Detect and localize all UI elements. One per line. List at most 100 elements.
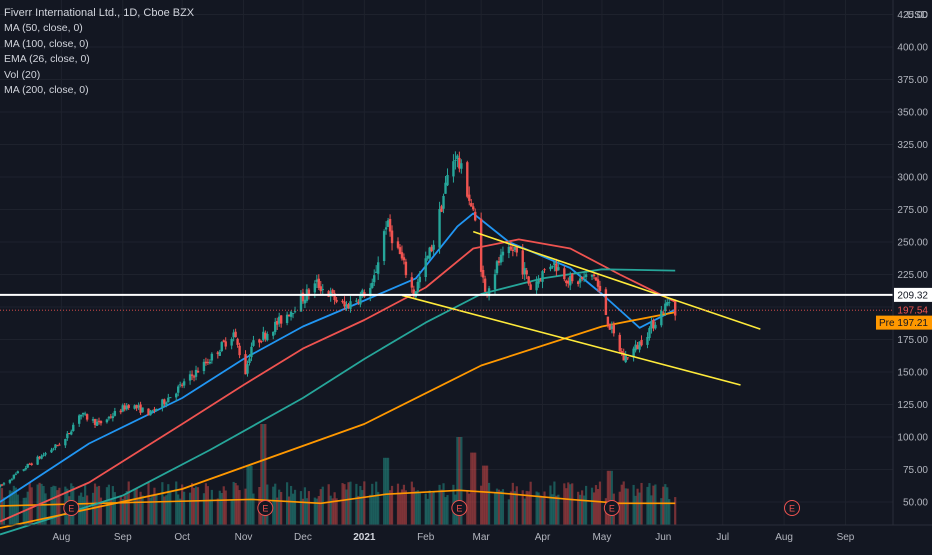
candle-body [81,412,85,415]
volume-bar [592,492,596,525]
candle-body [487,288,491,297]
volume-bar [16,494,19,525]
volume-bar [95,486,99,525]
volume-bar [563,483,566,525]
candle-body [584,274,588,277]
volume-bar [345,489,348,525]
legend-study-ma50[interactable]: MA (50, close, 0) [4,22,83,35]
ema26-line [0,212,676,503]
volume-bar [620,484,623,525]
volume-bar [28,482,31,525]
candle-body [590,274,594,277]
candle-body [210,353,214,361]
y-tick-label: 175.00 [897,335,928,346]
candle-body [44,453,47,455]
candle-body [238,345,241,356]
volume-bar [305,498,309,525]
candle-body [151,410,154,412]
candle-body [218,351,221,356]
volume-bar [149,497,152,525]
candle-body [384,227,388,230]
candle-body [373,275,376,283]
volume-bar [204,483,208,525]
candle-body [234,331,237,338]
candle-body [194,369,198,377]
candle-body [196,370,200,373]
candle-body [509,246,513,250]
candle-body [474,211,477,221]
candle-body [202,361,206,372]
volume-bar [24,497,27,525]
volume-bar [557,494,560,525]
volume-bar [474,452,477,525]
candle-body [285,314,289,324]
currency-label: USD [907,10,928,21]
earnings-marker [63,500,80,516]
volume-bar [638,492,641,525]
legend-study-ema26[interactable]: EMA (26, close, 0) [4,53,90,66]
candle-body [660,310,663,326]
volume-bar [8,490,12,525]
candle-body [182,381,186,386]
candle-body [468,194,471,201]
volume-bar [398,492,402,525]
volume-bar [347,482,350,525]
legend-symbol-title[interactable]: Fiverr International Ltd., 1D, Cboe BZX [4,7,195,19]
volume-bar [0,484,2,525]
candle-body [252,340,255,346]
volume-bar [426,498,429,525]
candle-body [167,397,170,403]
volume-bar [662,486,665,525]
earnings-marker [603,500,620,516]
candle-body [404,261,408,276]
candle-body [149,410,152,416]
candle-body [460,163,463,169]
volume-bar [608,470,611,525]
volume-bar [438,484,441,525]
volume-bar [666,487,669,525]
volume-bar [440,489,443,525]
candle-body [529,284,532,290]
volume-bar [571,483,574,525]
volume-bar [485,465,489,525]
candle-body [169,397,172,399]
legend-study-vol20[interactable]: Vol (20) [4,68,41,81]
candle-body [662,312,665,314]
candle-body [78,415,81,424]
candle-body [620,351,623,354]
volume-bar [652,485,655,525]
candle-body [83,413,87,415]
x-tick-label: May [592,532,611,543]
volume-bar [272,486,275,525]
candle-body [343,301,346,307]
volume-bar [646,486,649,525]
volume-bar [123,495,126,525]
legend-study-ma100[interactable]: MA (100, close, 0) [4,37,89,50]
candle-body [0,484,2,488]
x-tick-label: Nov [235,532,253,543]
last-price-label: 197.54 [897,306,928,317]
volume-bar [636,488,639,525]
volume-bar [594,485,598,525]
candle-body [208,361,212,364]
volume-bar [480,485,483,525]
candle-body [610,326,614,329]
candle-body [567,280,570,284]
volume-bar [375,481,378,525]
volume-bar [674,497,677,525]
legend-study-ma200[interactable]: MA (200, close, 0) [4,84,89,97]
candle-body [479,218,483,272]
volume-bar [125,491,128,525]
volume-bar [543,491,546,525]
volume-bar [430,492,433,525]
candle-body [10,479,14,481]
volume-bar [14,487,17,525]
candle-body [58,444,61,446]
candle-body [527,276,530,284]
candle-body [153,409,156,411]
candle-body [52,448,55,450]
candle-body [54,444,57,449]
volume-bar [161,482,164,525]
